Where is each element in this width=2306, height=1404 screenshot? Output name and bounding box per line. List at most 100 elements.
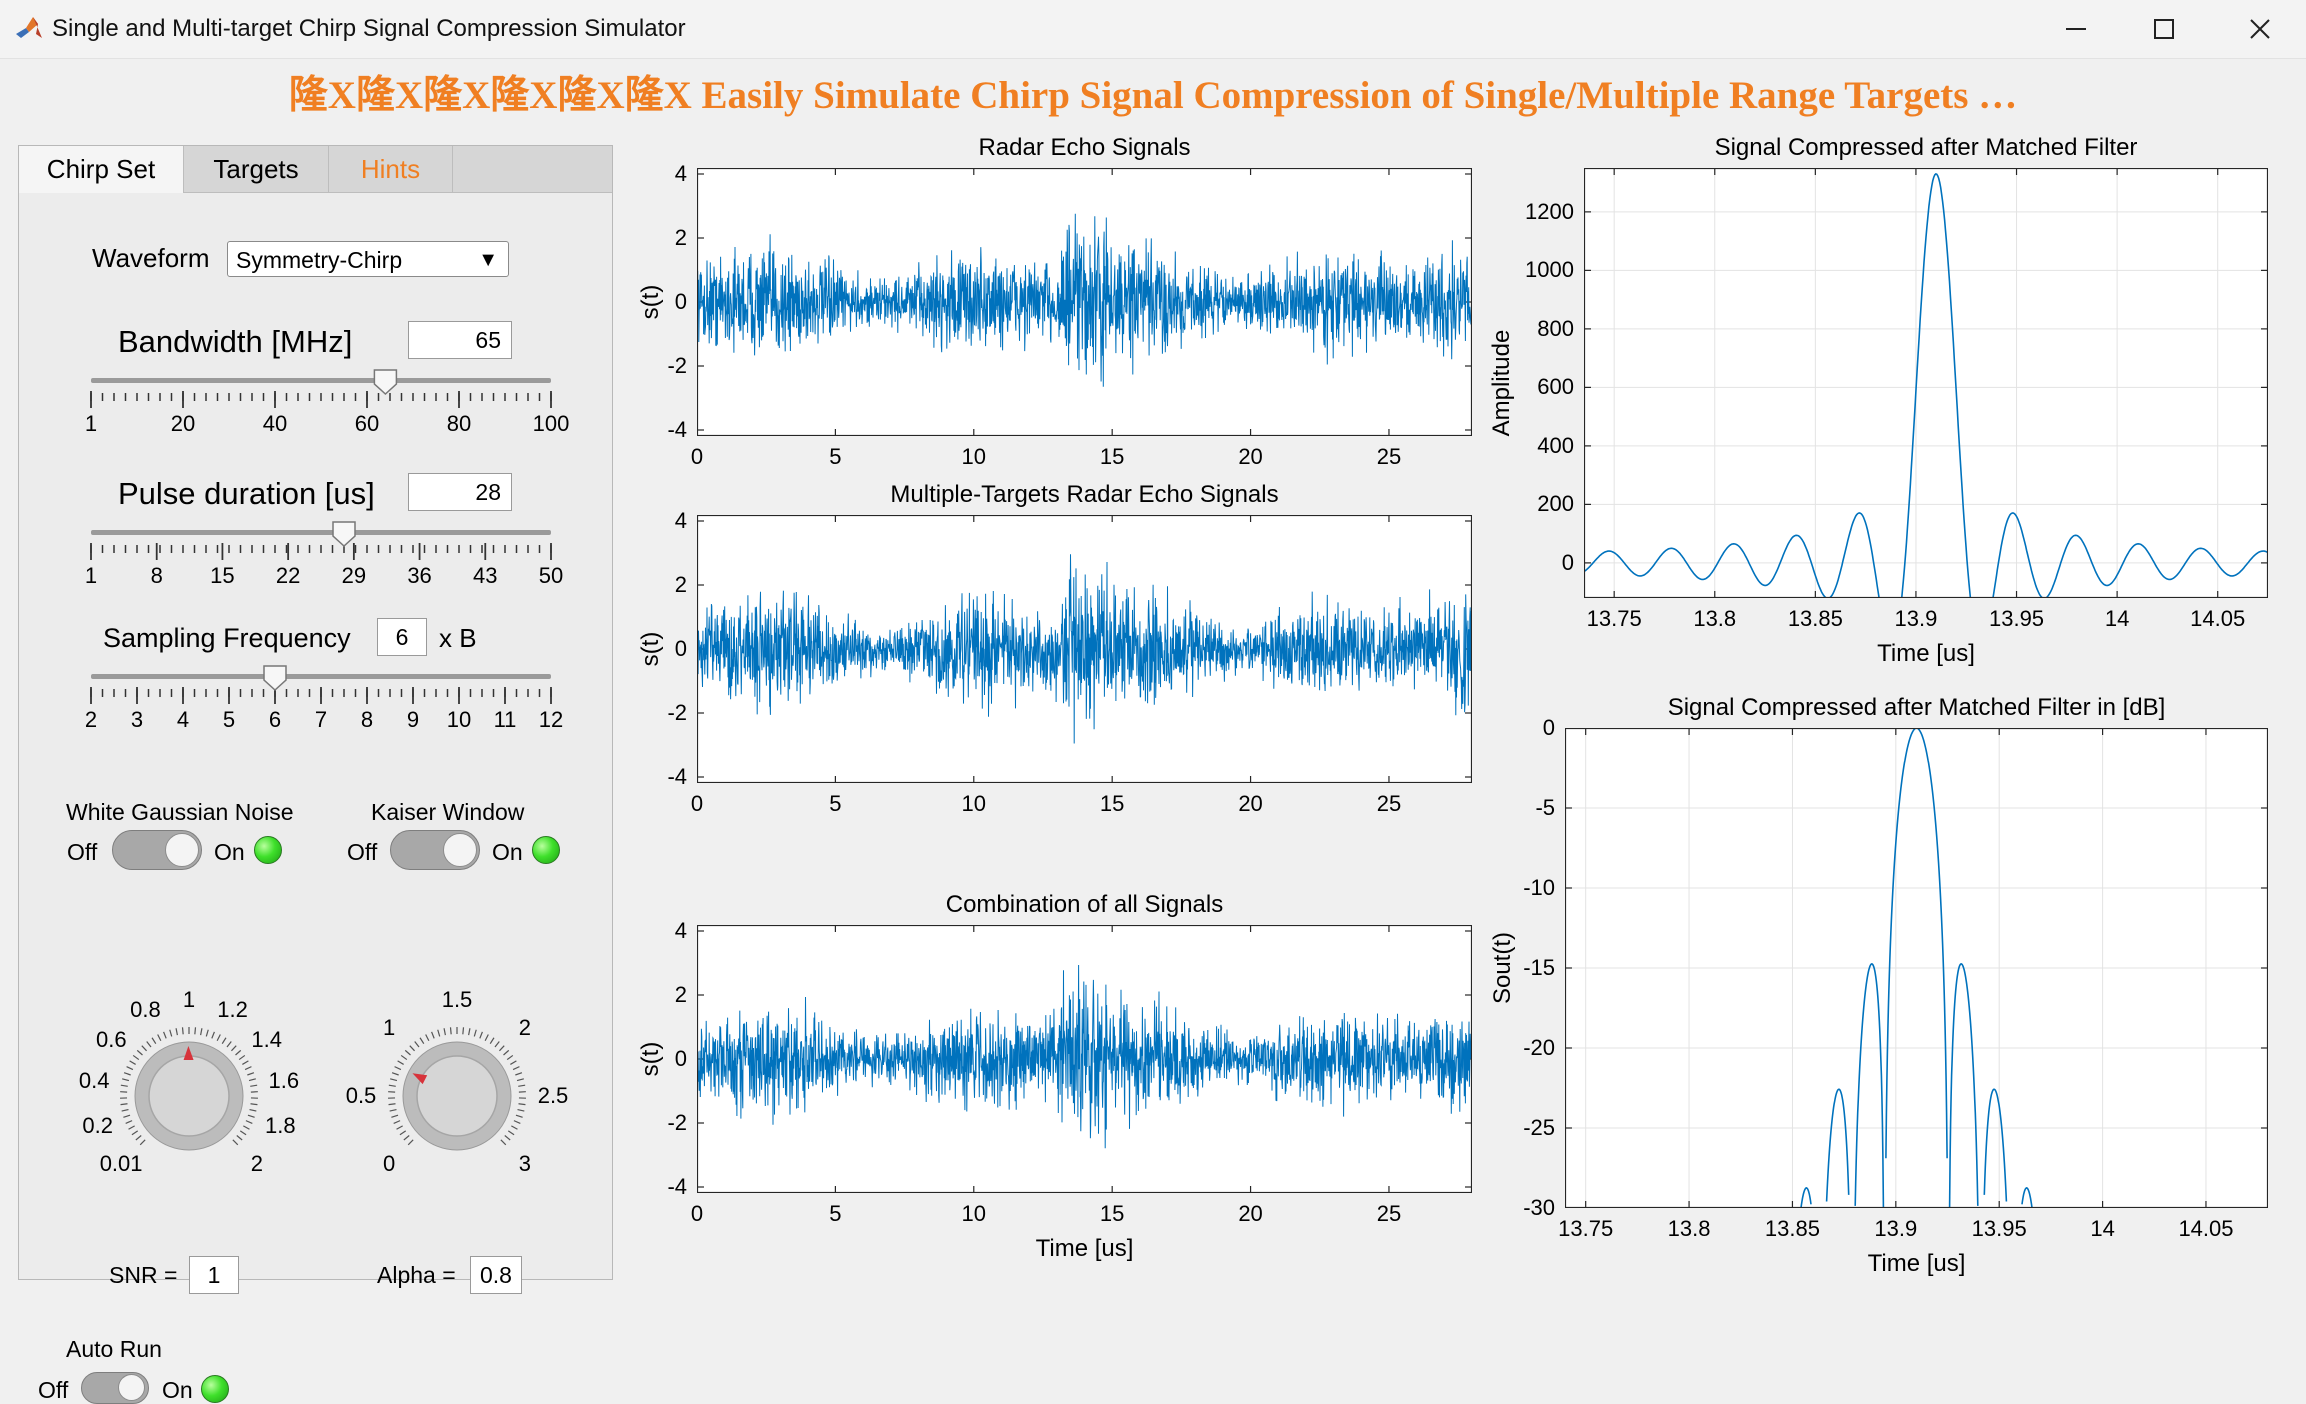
slider-tick-label: 1 (85, 411, 97, 437)
knob-scale-label: 1.8 (265, 1113, 296, 1139)
kaiser-switch[interactable] (390, 830, 480, 870)
slider-tick-label: 80 (447, 411, 471, 437)
bandwidth-field[interactable]: 65 (408, 321, 512, 359)
kaiser-off-label: Off (347, 839, 377, 866)
y-tick-label: 0 (675, 1046, 687, 1072)
slider-tick-label: 50 (539, 563, 563, 589)
x-tick-label: 14 (2090, 1216, 2114, 1242)
noise-off-label: Off (67, 839, 97, 866)
minimize-button[interactable] (2026, 0, 2126, 58)
knob-scale-label: 1.6 (269, 1068, 300, 1094)
y-tick-label: 600 (1537, 374, 1574, 400)
y-tick-label: 0 (1562, 550, 1574, 576)
x-tick-label: 25 (1377, 444, 1401, 470)
x-tick-label: 20 (1238, 444, 1262, 470)
x-tick-label: 25 (1377, 791, 1401, 817)
maximize-button[interactable] (2114, 0, 2214, 58)
knob-scale-label: 0 (383, 1151, 395, 1177)
alpha-knob[interactable] (377, 1016, 537, 1176)
y-tick-label: 2 (675, 982, 687, 1008)
slider-tick-label: 100 (533, 411, 570, 437)
waveform-dropdown[interactable]: Symmetry-Chirp ▼ (227, 241, 509, 277)
kaiser-label: Kaiser Window (371, 799, 524, 826)
y-tick-label: -30 (1523, 1195, 1555, 1221)
y-axis-label: s(t) (637, 589, 665, 709)
slider-tick-label: 8 (361, 707, 373, 733)
y-tick-label: 2 (675, 225, 687, 251)
x-tick-label: 0 (691, 444, 703, 470)
y-tick-label: -20 (1523, 1035, 1555, 1061)
snr-field[interactable]: 1 (189, 1256, 239, 1294)
slider-tick-label: 5 (223, 707, 235, 733)
y-tick-label: -25 (1523, 1115, 1555, 1141)
slider-tick-label: 43 (473, 563, 497, 589)
x-tick-label: 13.9 (1895, 606, 1938, 632)
y-tick-label: 4 (675, 161, 687, 187)
noise-lamp-indicator (254, 836, 282, 864)
bandwidth-slider[interactable] (69, 368, 559, 428)
sampling-frequency-label: Sampling Frequency (103, 623, 351, 654)
window-title: Single and Multi-target Chirp Signal Com… (52, 15, 686, 43)
x-tick-label: 13.8 (1693, 606, 1736, 632)
slider-thumb[interactable] (374, 370, 396, 394)
slider-tick-label: 3 (131, 707, 143, 733)
maximize-icon (2154, 19, 2174, 39)
tab-chirp-set[interactable]: Chirp Set (19, 146, 184, 193)
y-tick-label: 0 (675, 289, 687, 315)
autorun-off-label: Off (38, 1377, 68, 1404)
slider-tick-label: 7 (315, 707, 327, 733)
x-tick-label: 13.85 (1765, 1216, 1820, 1242)
autorun-lamp-indicator (201, 1375, 229, 1403)
minimize-icon (2066, 19, 2086, 39)
x-tick-label: 14.05 (2178, 1216, 2233, 1242)
sampling-frequency-field[interactable]: 6 (377, 618, 427, 656)
y-tick-label: 200 (1537, 491, 1574, 517)
slider-tick-label: 29 (342, 563, 366, 589)
pulse-duration-field[interactable]: 28 (408, 473, 512, 511)
x-tick-label: 13.9 (1874, 1216, 1917, 1242)
y-tick-label: 400 (1537, 433, 1574, 459)
knob-scale-label: 1 (183, 987, 195, 1013)
close-icon (2250, 19, 2270, 39)
slider-tick-label: 2 (85, 707, 97, 733)
tab-hints[interactable]: Hints (329, 146, 453, 192)
y-tick-label: 4 (675, 508, 687, 534)
y-tick-label: -4 (667, 1174, 687, 1200)
knob-scale-label: 0.01 (100, 1151, 143, 1177)
noise-switch-thumb (165, 833, 199, 867)
kaiser-lamp-indicator (532, 836, 560, 864)
bandwidth-label: Bandwidth [MHz] (118, 324, 352, 360)
y-tick-label: -15 (1523, 955, 1555, 981)
autorun-switch[interactable] (81, 1372, 149, 1404)
y-tick-label: 1000 (1525, 257, 1574, 283)
app-window: Single and Multi-target Chirp Signal Com… (0, 0, 2306, 1294)
control-panel: Chirp Set Targets Hints Waveform Symmetr… (18, 145, 613, 1280)
tab-targets[interactable]: Targets (184, 146, 329, 192)
knob-scale-label: 0.6 (96, 1027, 127, 1053)
chevron-down-icon: ▼ (478, 242, 498, 278)
slider-tick-label: 6 (269, 707, 281, 733)
noise-switch[interactable] (112, 830, 202, 870)
slider-tick-label: 15 (210, 563, 234, 589)
x-tick-label: 14.05 (2190, 606, 2245, 632)
y-axis-label: s(t) (637, 242, 665, 362)
x-tick-label: 0 (691, 1201, 703, 1227)
slider-tick-label: 11 (494, 707, 517, 733)
slider-thumb[interactable] (264, 666, 286, 690)
knob-scale-label: 2 (519, 1015, 531, 1041)
y-tick-label: -2 (667, 1110, 687, 1136)
y-axis-label: Sout(t) (1489, 908, 1517, 1028)
kaiser-on-label: On (492, 839, 523, 866)
alpha-field[interactable]: 0.8 (470, 1256, 522, 1294)
snr-label: SNR = (109, 1262, 177, 1289)
slider-thumb[interactable] (333, 522, 355, 546)
compressed_db-plot-axes (1565, 728, 2268, 1208)
slider-tick-label: 20 (171, 411, 195, 437)
x-tick-label: 13.85 (1788, 606, 1843, 632)
noise-on-label: On (214, 839, 245, 866)
y-tick-label: 0 (1543, 715, 1555, 741)
y-tick-label: 800 (1537, 316, 1574, 342)
slider-tick-label: 40 (263, 411, 287, 437)
close-button[interactable] (2210, 0, 2306, 58)
knob-scale-label: 2 (251, 1151, 263, 1177)
